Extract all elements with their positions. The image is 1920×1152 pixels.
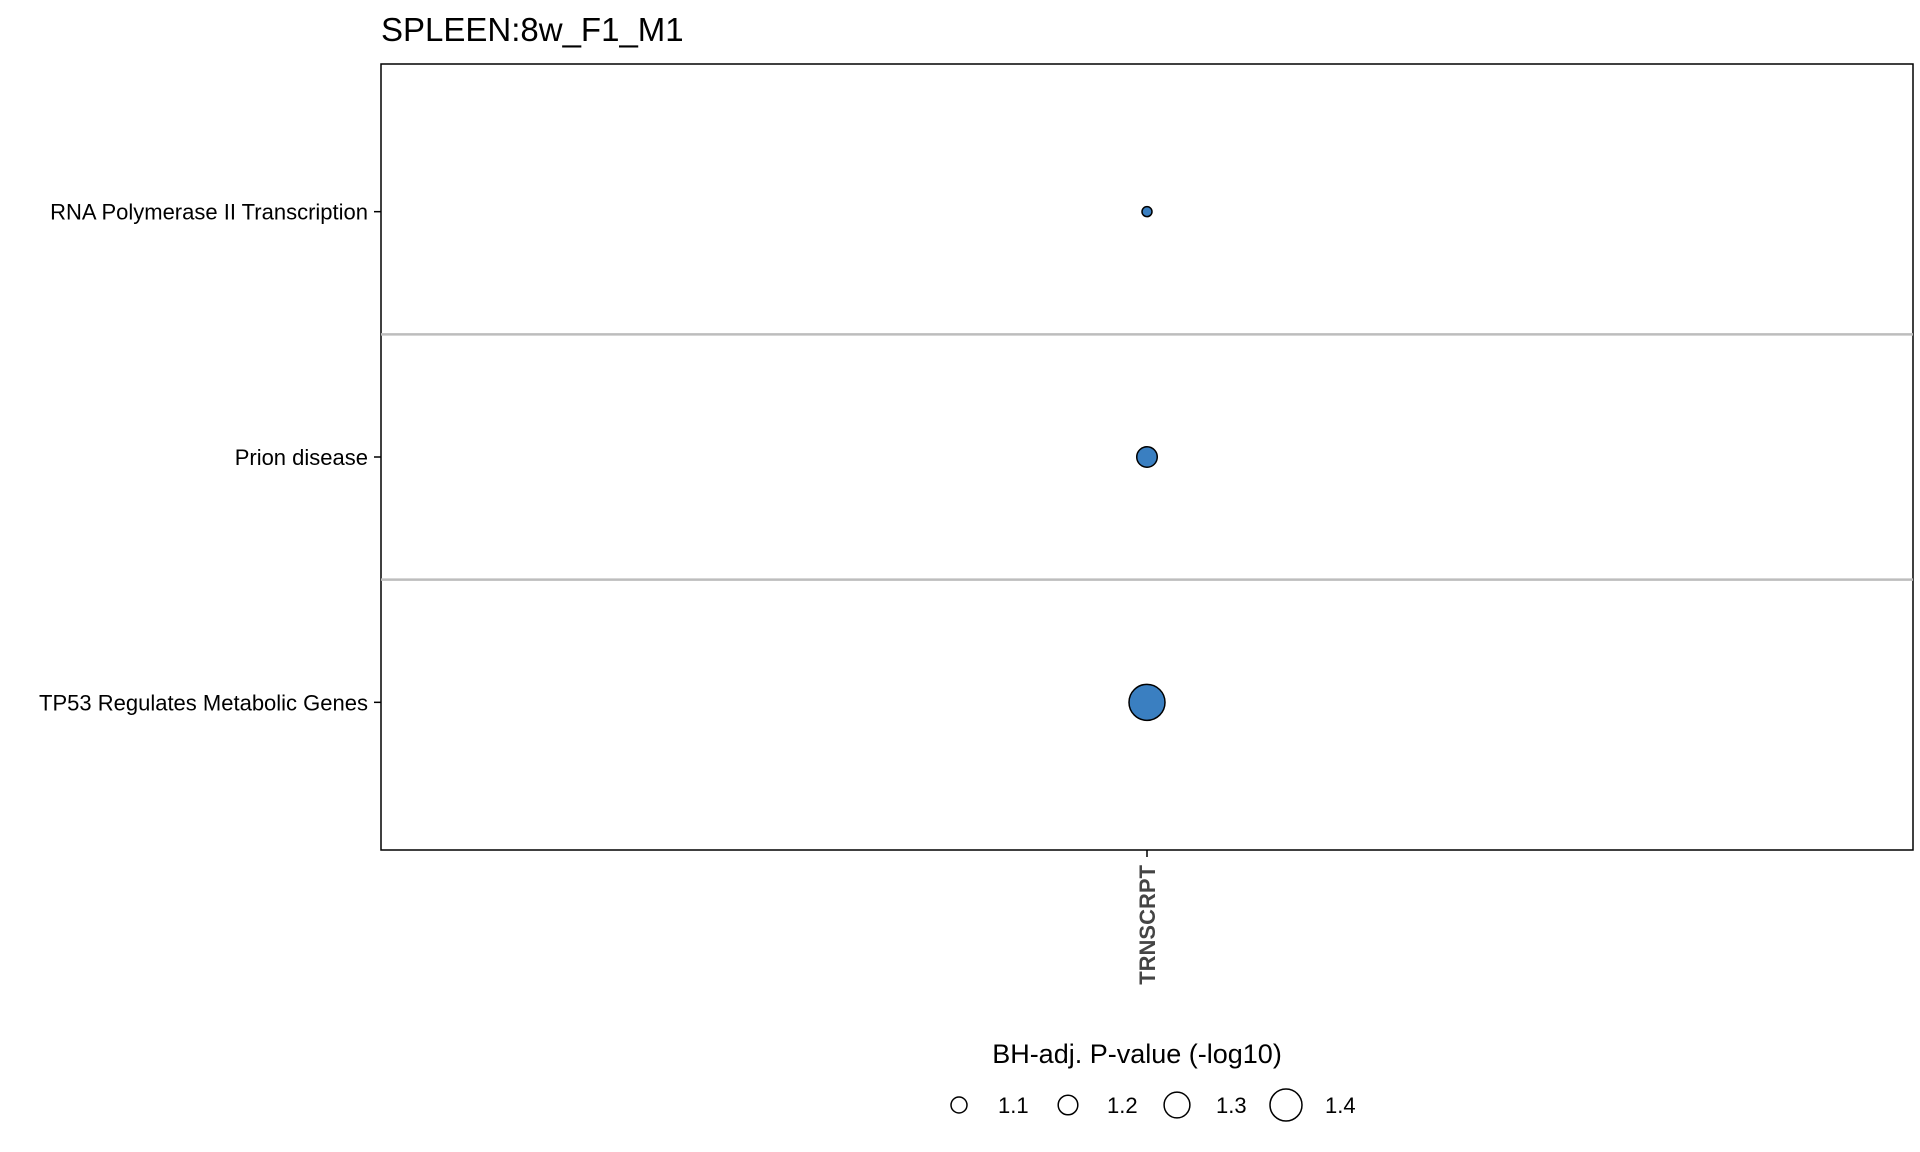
y-tick-label: TP53 Regulates Metabolic Genes xyxy=(39,690,368,715)
data-points xyxy=(1128,205,1166,722)
legend-label: 1.3 xyxy=(1216,1093,1247,1118)
legend-label: 1.2 xyxy=(1107,1093,1138,1118)
chart-title: SPLEEN:8w_F1_M1 xyxy=(381,11,684,48)
size-legend: BH-adj. P-value (-log10) 1.1 1.2 1.3 1.4 xyxy=(950,1039,1356,1122)
legend-symbol xyxy=(1269,1088,1303,1122)
y-tick-label: Prion disease xyxy=(235,445,368,470)
y-tick-label: RNA Polymerase II Transcription xyxy=(50,200,368,225)
legend-title: BH-adj. P-value (-log10) xyxy=(992,1039,1282,1069)
row-separators xyxy=(381,333,1913,581)
data-point xyxy=(1128,683,1166,722)
data-point xyxy=(1141,205,1153,218)
legend-symbol xyxy=(1163,1091,1191,1119)
data-point xyxy=(1135,445,1159,469)
x-tick-label: TRNSCRPT xyxy=(1135,864,1160,984)
legend-label: 1.1 xyxy=(998,1093,1029,1118)
legend-label: 1.4 xyxy=(1325,1093,1356,1118)
y-axis: RNA Polymerase II Transcription Prion dis… xyxy=(39,200,381,715)
legend-symbol xyxy=(1057,1094,1079,1116)
legend-symbol xyxy=(950,1096,968,1114)
x-axis: TRNSCRPT xyxy=(1135,850,1160,985)
